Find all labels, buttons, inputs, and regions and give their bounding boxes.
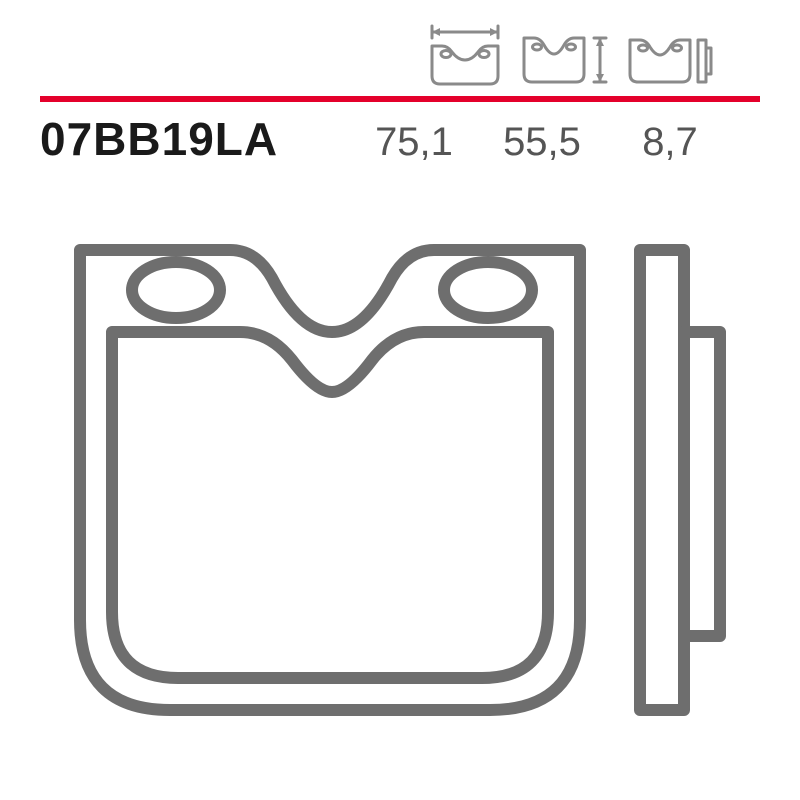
dimension-icons-row (0, 18, 800, 88)
thickness-dim-icon (624, 18, 720, 88)
width-dim-icon (422, 18, 508, 88)
thickness-value: 8,7 (630, 120, 710, 165)
height-dim-icon (518, 18, 614, 88)
separator-line (40, 96, 760, 102)
height-value: 55,5 (502, 120, 582, 165)
front-view (80, 250, 580, 710)
dimension-values: 75,1 55,5 8,7 (374, 120, 760, 165)
part-number: 07BB19LA (40, 112, 278, 166)
technical-drawing (40, 210, 760, 730)
values-row: 07BB19LA 75,1 55,5 8,7 (40, 112, 760, 166)
side-view (640, 250, 720, 710)
width-value: 75,1 (374, 120, 454, 165)
spec-sheet: 07BB19LA 75,1 55,5 8,7 (0, 0, 800, 800)
